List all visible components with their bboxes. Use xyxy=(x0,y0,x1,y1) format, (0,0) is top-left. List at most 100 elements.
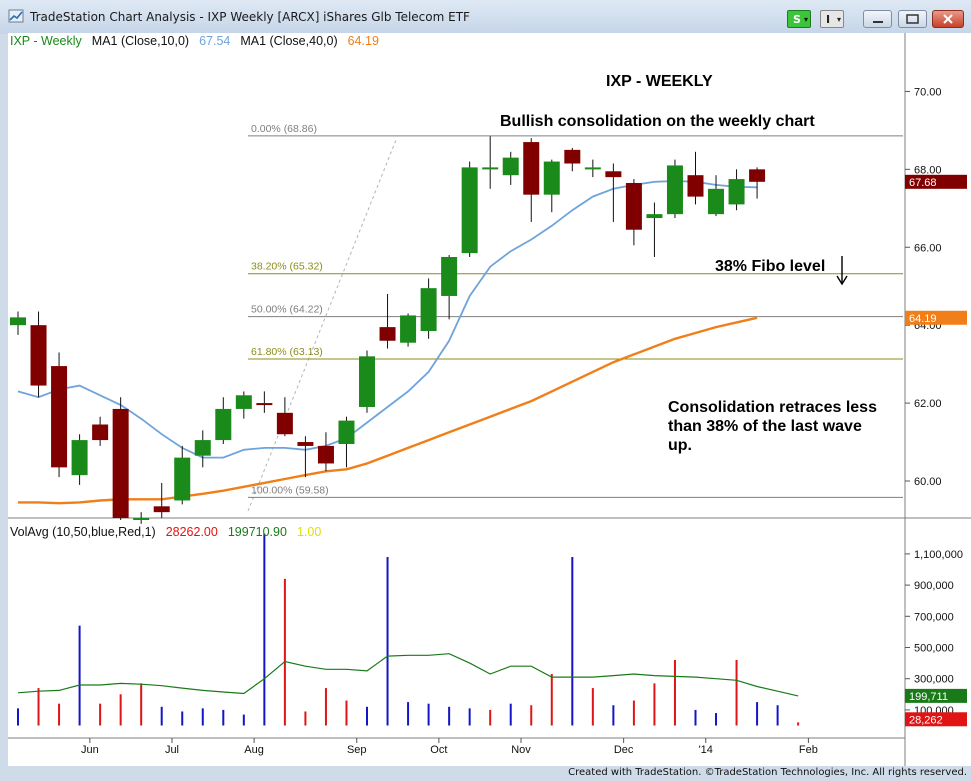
candle-body xyxy=(92,424,109,441)
axis-value-tags: 67.68 64.19 199,711 28,262 xyxy=(905,174,967,727)
fibonacci-levels: 0.00% (68.86) 38.20% (65.32) 50.00% (64.22… xyxy=(248,123,903,498)
annotation-subtitle: Bullish consolidation on the weekly char… xyxy=(500,113,815,130)
legend-symbol: IXP - Weekly xyxy=(10,34,83,48)
fib-level-label: 38.20% (65.32) xyxy=(251,261,323,273)
volume-avg-tag: 199,711 xyxy=(909,691,948,703)
volume-bars xyxy=(17,533,800,726)
date-tick-label: Oct xyxy=(430,744,447,756)
volume-tick-label: 1,100,000 xyxy=(914,549,963,561)
candle-body xyxy=(317,445,334,464)
candle-body xyxy=(461,167,478,254)
annotation-title: IXP - WEEKLY xyxy=(606,73,713,90)
date-tick-label: '14 xyxy=(699,744,713,756)
candle-body xyxy=(420,288,437,332)
candle-body xyxy=(30,325,47,386)
volume-avg-tag-bg xyxy=(905,688,967,703)
window-title: TradeStation Chart Analysis - IXP Weekly… xyxy=(30,10,470,24)
candle-body xyxy=(359,356,376,407)
date-tick-label: Aug xyxy=(244,744,264,756)
volume-tick-label: 300,000 xyxy=(914,674,954,686)
vol-legend-value3: 1.00 xyxy=(297,525,321,539)
candle-body xyxy=(133,518,150,520)
date-tick-label: Nov xyxy=(511,744,531,756)
legend-ma40-value: 64.19 xyxy=(348,34,379,48)
footer: Created with TradeStation. ©TradeStation… xyxy=(0,766,971,781)
candle-body xyxy=(502,157,519,176)
price-tick-label: 70.00 xyxy=(914,86,942,98)
price-legend: IXP - Weekly MA1 (Close,10,0) 67.54 MA1 (Cl… xyxy=(10,34,379,48)
legend-ma10-label: MA1 (Close,10,0) xyxy=(92,34,189,48)
annotation-consolidation-line1: Consolidation retraces less xyxy=(668,399,877,416)
vol-legend-value1: 28262.00 xyxy=(166,525,218,539)
candle-body xyxy=(276,412,293,435)
date-tick-label: Jul xyxy=(165,744,179,756)
date-axis: Jun Jul Aug Sep Oct Nov Dec '14 Feb xyxy=(81,738,818,756)
ma40-tag: 64.19 xyxy=(909,313,937,325)
price-tick-label: 66.00 xyxy=(914,242,942,254)
candle-body xyxy=(174,457,191,501)
info-button[interactable]: I ▾ xyxy=(820,10,844,28)
maximize-button[interactable] xyxy=(898,10,927,28)
date-tick-label: Feb xyxy=(799,744,818,756)
candle-body xyxy=(379,327,396,341)
ma40-tag-bg xyxy=(905,310,967,325)
candle-body xyxy=(708,188,725,215)
candle-body xyxy=(543,161,560,195)
annotation-consolidation-line3: up. xyxy=(668,437,692,454)
price-tick-label: 62.00 xyxy=(914,398,942,410)
copyright-text: Created with TradeStation. ©TradeStation… xyxy=(568,767,967,778)
legend-ma40-label: MA1 (Close,40,0) xyxy=(240,34,337,48)
close-icon xyxy=(943,14,953,24)
date-tick-label: Dec xyxy=(614,744,634,756)
volume-last-tag: 28,262 xyxy=(909,714,943,726)
close-button[interactable] xyxy=(932,10,964,28)
volume-average-line xyxy=(17,653,799,697)
styles-button[interactable]: S ▾ xyxy=(787,10,811,28)
ma40-path xyxy=(18,316,758,505)
candle-body xyxy=(564,149,581,164)
fibonacci-trendline xyxy=(247,139,397,512)
candle-body xyxy=(153,506,170,513)
styles-button-label: S xyxy=(793,13,801,26)
price-tick-label: 68.00 xyxy=(914,164,942,176)
candle-body xyxy=(749,169,766,182)
candle-body xyxy=(338,420,355,444)
volume-tick-label: 700,000 xyxy=(914,611,954,623)
volume-average-path xyxy=(17,653,799,697)
volume-legend: VolAvg (10,50,blue,Red,1) 28262.00 199710.… xyxy=(10,525,321,539)
chevron-down-icon: ▾ xyxy=(803,15,808,24)
candle-body xyxy=(256,403,273,406)
candles xyxy=(10,136,766,524)
ma40-line xyxy=(18,316,758,505)
price-tick-label: 60.00 xyxy=(914,476,942,488)
maximize-icon xyxy=(906,14,919,24)
candle-body xyxy=(728,179,745,205)
minimize-icon xyxy=(873,21,883,23)
chevron-down-icon: ▾ xyxy=(836,15,841,24)
candle-body xyxy=(666,165,683,215)
fib-level-label: 50.00% (64.22) xyxy=(251,304,323,316)
candle-body xyxy=(215,408,232,441)
vol-legend-label: VolAvg (10,50,blue,Red,1) xyxy=(10,525,156,539)
date-tick-label: Sep xyxy=(347,744,367,756)
annotation-consolidation-line2: than 38% of the last wave xyxy=(668,418,862,435)
candle-body xyxy=(441,256,458,296)
candle-body xyxy=(112,408,129,518)
fib-level-label: 100.00% (59.58) xyxy=(251,484,329,496)
tradestation-app-icon xyxy=(8,9,24,23)
minimize-button[interactable] xyxy=(863,10,892,28)
candle-body xyxy=(10,317,26,326)
date-tick-label: Jun xyxy=(81,744,99,756)
candle-body xyxy=(71,440,88,476)
candle-body xyxy=(194,440,211,456)
candle-body xyxy=(482,167,499,170)
volume-tick-label: 900,000 xyxy=(914,580,954,592)
last-price-tag: 67.68 xyxy=(909,177,937,189)
volume-tick-label: 500,000 xyxy=(914,643,954,655)
fib-level-label: 61.80% (63.13) xyxy=(251,346,323,358)
legend-ma10-value: 67.54 xyxy=(199,34,230,48)
candle-body xyxy=(400,315,417,343)
chart-window: 70.00 68.00 66.00 64.00 62.00 60.00 1,100,000… xyxy=(8,33,971,766)
